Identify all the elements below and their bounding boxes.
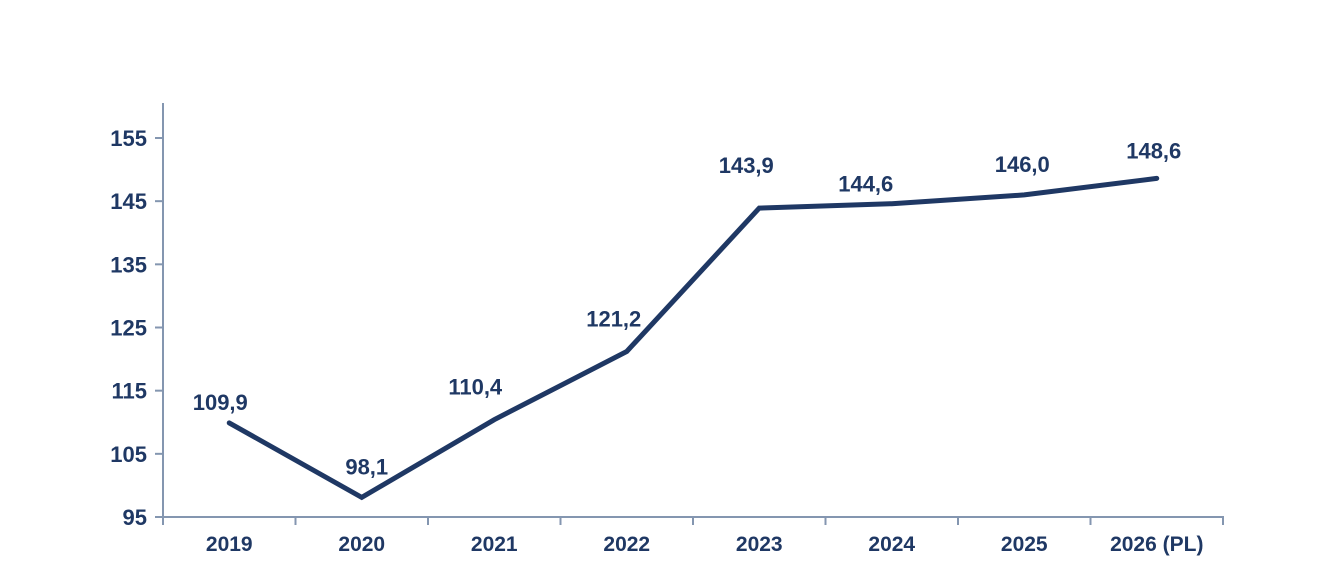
data-point-label: 146,0 [995,152,1050,177]
x-axis-category-label: 2021 [471,533,518,556]
y-axis-tick-label: 145 [110,189,147,214]
data-point-label: 98,1 [345,454,388,479]
data-point-label: 143,9 [719,153,774,178]
x-axis-category-label: 2019 [206,533,253,556]
x-axis-category-label: 2024 [868,533,915,556]
data-point-label: 110,4 [448,375,503,400]
y-axis-tick-label: 155 [110,126,147,151]
y-axis-tick-label: 95 [123,505,147,530]
data-point-label: 144,6 [838,172,893,197]
x-axis-category-label: 2026 (PL) [1110,533,1203,556]
y-axis-tick-label: 135 [110,252,147,277]
x-axis-category-label: 2020 [338,533,385,556]
data-series-line [226,175,1160,501]
data-point-label: 121,2 [586,307,641,332]
x-axis-category-label: 2023 [736,533,783,556]
y-axis-tick-label: 125 [110,316,147,341]
x-axis-category-label: 2025 [1001,533,1048,556]
x-axis-category-label: 2022 [603,533,650,556]
y-axis-tick-label: 105 [110,442,147,467]
data-point-label: 148,6 [1126,138,1181,163]
y-axis-tick-label: 115 [112,379,148,404]
data-point-label: 109,9 [193,390,248,415]
